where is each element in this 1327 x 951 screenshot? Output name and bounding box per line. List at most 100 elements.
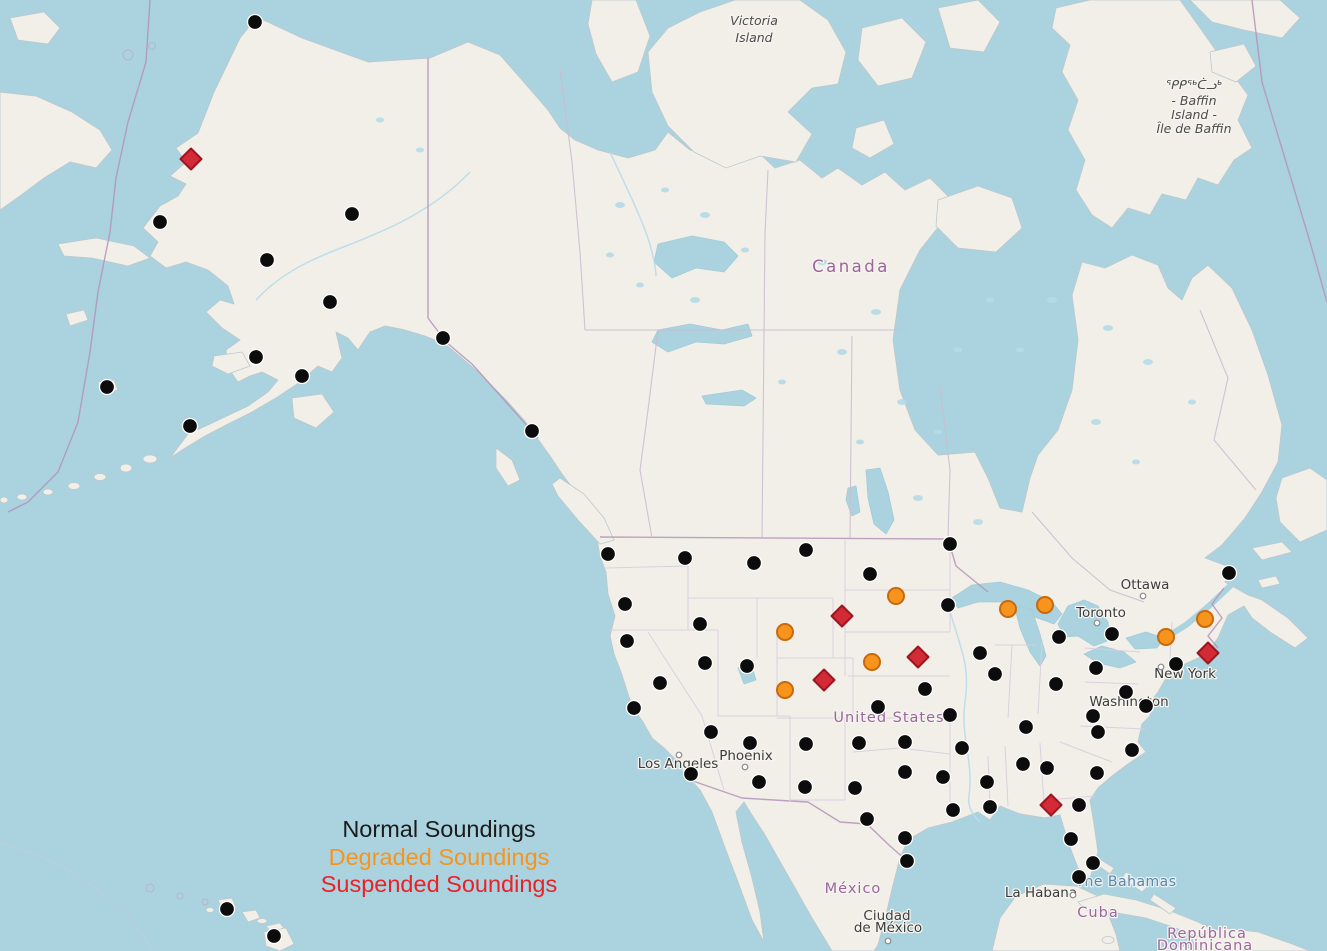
sounding-marker-normal[interactable] [1089,723,1107,741]
sounding-marker-normal[interactable] [978,773,996,791]
sounding-marker-suspended[interactable] [179,147,203,171]
sounding-marker-degraded[interactable] [863,653,881,671]
legend-normal-soundings: Normal Soundings [342,816,536,842]
sounding-marker-normal[interactable] [1014,755,1032,773]
great-slave-lake [651,323,753,353]
sounding-marker-normal[interactable] [247,348,265,366]
sounding-marker-suspended[interactable] [830,604,854,628]
label-canada: Canada [812,257,890,276]
sounding-marker-normal[interactable] [1103,625,1121,643]
sounding-marker-normal[interactable] [616,595,634,613]
sounding-marker-normal[interactable] [939,596,957,614]
sounding-marker-normal[interactable] [796,778,814,796]
sounding-marker-normal[interactable] [1088,764,1106,782]
prince-edward-island [1257,575,1281,589]
sounding-marker-normal[interactable] [898,852,916,870]
sounding-marker-normal[interactable] [218,900,236,918]
sounding-marker-normal[interactable] [434,329,452,347]
sounding-marker-normal[interactable] [1117,683,1135,701]
sounding-marker-normal[interactable] [1220,564,1238,582]
sounding-marker-normal[interactable] [691,615,709,633]
sounding-marker-normal[interactable] [625,699,643,717]
sounding-marker-normal[interactable] [846,779,864,797]
sounding-marker-normal[interactable] [1047,675,1065,693]
sounding-marker-normal[interactable] [696,654,714,672]
sounding-marker-normal[interactable] [745,554,763,572]
sounding-marker-normal[interactable] [1070,796,1088,814]
sounding-marker-normal[interactable] [858,810,876,828]
sounding-marker-normal[interactable] [971,644,989,662]
sounding-marker-degraded[interactable] [1157,628,1175,646]
sounding-marker-normal[interactable] [702,723,720,741]
sounding-marker-degraded[interactable] [776,623,794,641]
border-baffin-maritime [1251,0,1327,303]
somerset-island [937,0,1001,53]
aleutian-islands [0,454,158,504]
sounding-marker-normal[interactable] [850,734,868,752]
sounding-marker-normal[interactable] [246,13,264,31]
sounding-marker-suspended[interactable] [1196,641,1220,665]
label-victoria-island-line2: Island [735,30,772,45]
sounding-marker-normal[interactable] [523,422,541,440]
border-us-russia-maritime [7,0,151,513]
sounding-marker-normal[interactable] [181,417,199,435]
sounding-marker-suspended[interactable] [1039,793,1063,817]
rivers-group [255,151,1243,823]
sounding-marker-normal[interactable] [797,541,815,559]
sounding-marker-suspended[interactable] [812,668,836,692]
sounding-marker-degraded[interactable] [887,587,905,605]
sounding-marker-normal[interactable] [1084,854,1102,872]
sounding-marker-normal[interactable] [1050,628,1068,646]
sounding-marker-normal[interactable] [599,545,617,563]
sounding-marker-normal[interactable] [941,706,959,724]
sounding-marker-normal[interactable] [1070,868,1088,886]
sounding-marker-normal[interactable] [321,293,339,311]
sounding-marker-normal[interactable] [265,927,283,945]
sounding-marker-normal[interactable] [1062,830,1080,848]
yukon-river [255,171,471,301]
sounding-marker-normal[interactable] [861,565,879,583]
sounding-marker-normal[interactable] [986,665,1004,683]
sounding-marker-degraded[interactable] [1196,610,1214,628]
sounding-marker-normal[interactable] [941,535,959,553]
sounding-marker-normal[interactable] [98,378,116,396]
sounding-marker-normal[interactable] [1084,707,1102,725]
sounding-marker-degraded[interactable] [999,600,1017,618]
label-ottawa: Ottawa [1121,577,1170,593]
sounding-marker-normal[interactable] [293,367,311,385]
sounding-marker-normal[interactable] [797,735,815,753]
sounding-marker-normal[interactable] [618,632,636,650]
sounding-marker-normal[interactable] [151,213,169,231]
sounding-marker-normal[interactable] [896,733,914,751]
sounding-marker-normal[interactable] [741,734,759,752]
sounding-marker-normal[interactable] [1167,655,1185,673]
small-island-ring [148,42,156,50]
sounding-marker-degraded[interactable] [1036,596,1054,614]
sounding-marker-normal[interactable] [1038,759,1056,777]
sounding-marker-normal[interactable] [953,739,971,757]
sounding-marker-normal[interactable] [676,549,694,567]
sounding-marker-normal[interactable] [944,801,962,819]
sounding-marker-normal[interactable] [916,680,934,698]
sounding-marker-normal[interactable] [738,657,756,675]
sounding-marker-normal[interactable] [896,763,914,781]
sounding-marker-normal[interactable] [343,205,361,223]
sounding-marker-normal[interactable] [896,829,914,847]
sounding-marker-normal[interactable] [981,798,999,816]
city-dot [741,763,749,771]
label-baffin-line1: - Baffin [1171,93,1216,108]
label-new-york: New York [1154,666,1216,682]
sounding-marker-normal[interactable] [682,765,700,783]
sounding-marker-normal[interactable] [1123,741,1141,759]
sounding-marker-normal[interactable] [651,674,669,692]
sounding-marker-normal[interactable] [1087,659,1105,677]
sounding-marker-normal[interactable] [1017,718,1035,736]
sounding-marker-degraded[interactable] [776,681,794,699]
sounding-marker-normal[interactable] [1137,697,1155,715]
sounding-marker-normal[interactable] [750,773,768,791]
sounding-marker-suspended[interactable] [906,645,930,669]
sounding-marker-normal[interactable] [258,251,276,269]
sounding-marker-normal[interactable] [869,698,887,716]
sounding-marker-normal[interactable] [934,768,952,786]
